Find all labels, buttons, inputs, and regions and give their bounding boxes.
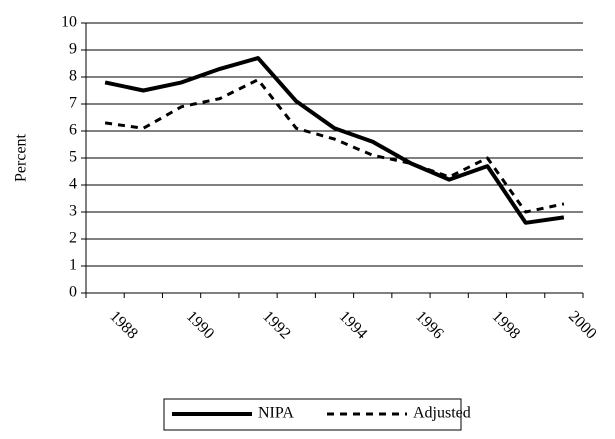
- x-tick-label: 2000: [565, 308, 600, 343]
- legend-label: Adjusted: [413, 405, 471, 422]
- y-tick-label: 8: [69, 68, 77, 85]
- x-tick-label: 1990: [183, 308, 218, 343]
- y-tick-label: 4: [69, 176, 77, 193]
- y-tick-label: 6: [69, 122, 77, 139]
- legend-label: NIPA: [258, 405, 294, 422]
- x-tick-label: 1994: [336, 308, 371, 343]
- y-tick-label: 0: [69, 284, 77, 301]
- series-line: [104, 78, 565, 214]
- series-line: [104, 56, 565, 225]
- x-tick-label: 1992: [259, 308, 294, 343]
- x-tick-label: 1996: [412, 308, 447, 343]
- y-tick-label: 1: [69, 257, 77, 274]
- x-tick-label: 1988: [106, 308, 141, 343]
- y-tick-label: 10: [61, 14, 77, 31]
- y-axis-label: Percent: [13, 133, 30, 182]
- y-tick-label: 3: [69, 203, 77, 220]
- x-tick-label: 1998: [489, 308, 524, 343]
- y-tick-label: 9: [69, 41, 77, 58]
- y-tick-label: 2: [69, 230, 77, 247]
- y-tick-label: 7: [69, 95, 77, 112]
- y-tick-label: 5: [69, 149, 77, 166]
